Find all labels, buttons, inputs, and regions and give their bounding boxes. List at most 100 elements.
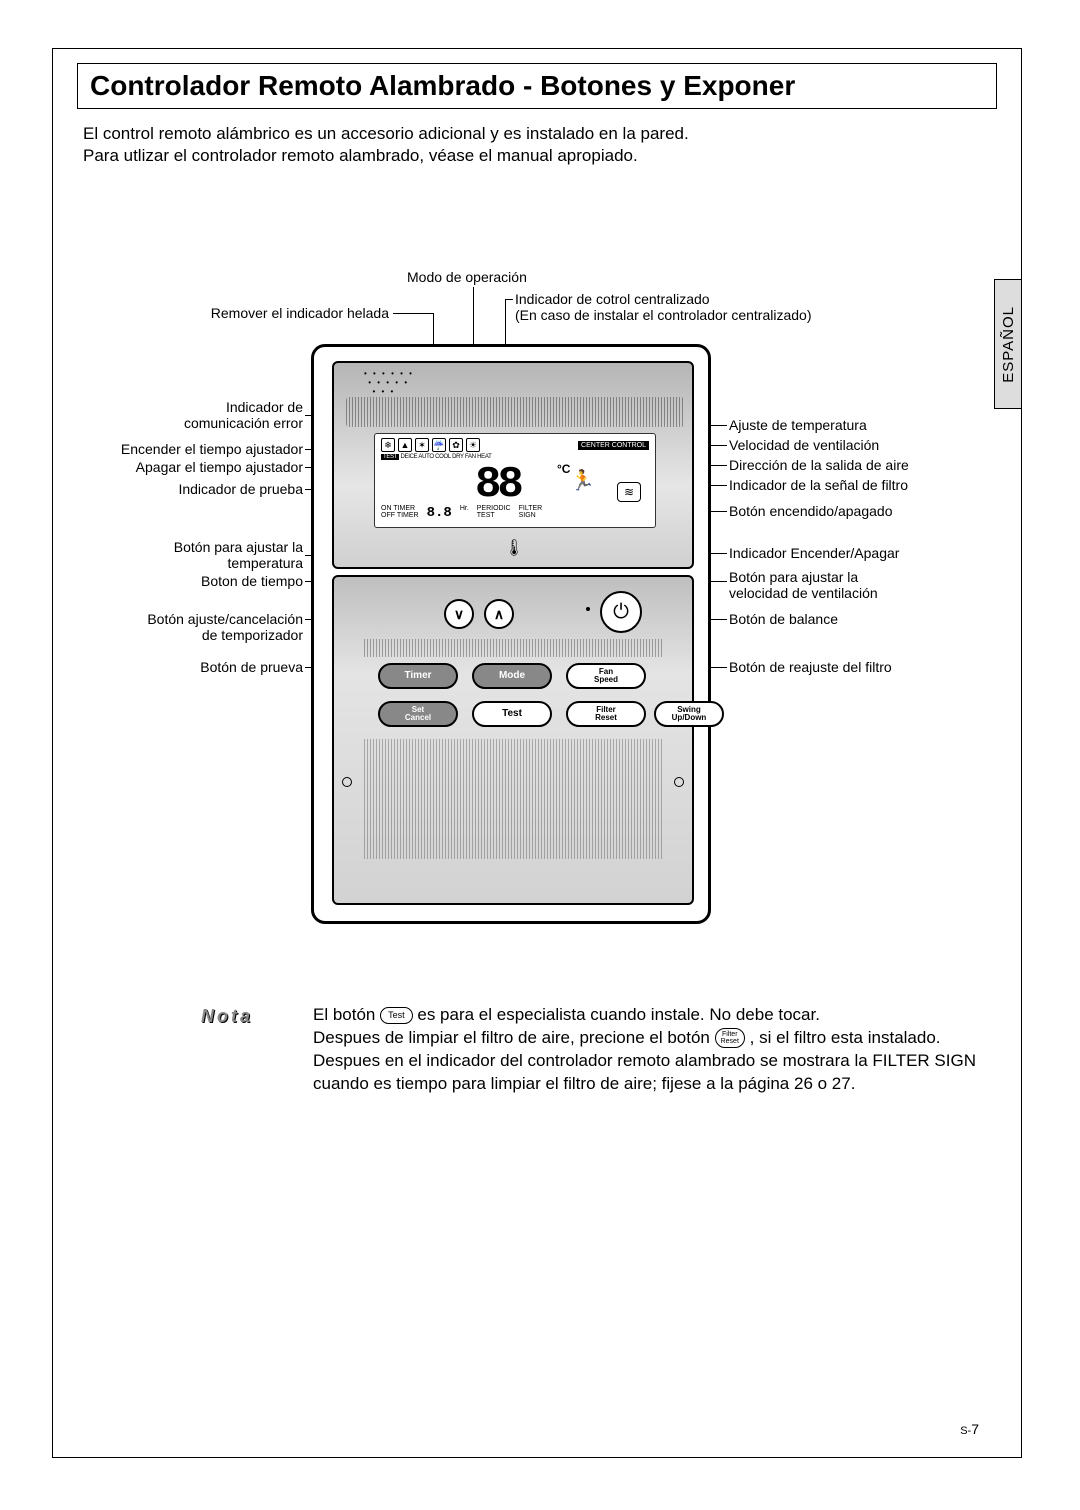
filter-reset-button[interactable]: Filter Reset — [566, 701, 646, 727]
button-row-2: Set Cancel Test Filter Reset Swing Up/Do… — [378, 701, 724, 727]
page-prefix: S- — [960, 1425, 971, 1437]
screen-bezel: • • • • • • • • • • • • • • ❄ ▲ ✶ ☔ ✿ ☀ … — [332, 361, 694, 569]
temp-up-button[interactable]: ∧ — [484, 599, 514, 629]
test-badge: TEST — [381, 454, 399, 460]
page-frame: Controlador Remoto Alambrado - Botones y… — [52, 48, 1022, 1458]
fan-l2: Speed — [594, 676, 618, 684]
diagram: Modo de operación Remover el indicador h… — [113, 269, 983, 989]
label-temp-adj-l2: temperatura — [113, 555, 303, 571]
label-set-cancel-l1: Botón ajuste/cancelación — [113, 611, 303, 627]
label-off-timer: Apagar el tiempo ajustador — [93, 459, 303, 475]
label-swing: Botón de balance — [729, 611, 838, 627]
language-tab: ESPAÑOL — [994, 279, 1022, 409]
label-comm-error: Indicador de comunicación error — [113, 399, 303, 431]
intro-line1: El control remoto alámbrico es un acceso… — [83, 123, 991, 145]
page-title: Controlador Remoto Alambrado - Botones y… — [90, 70, 984, 102]
label-filter-ind: Indicador de la señal de filtro — [729, 477, 908, 493]
test2-text: TEST — [477, 512, 511, 519]
fan-icon: ✿ — [449, 438, 463, 452]
filter-l2: Reset — [595, 714, 617, 722]
note-line-1: El botón Test es para el especialista cu… — [313, 1004, 993, 1027]
set-cancel-button[interactable]: Set Cancel — [378, 701, 458, 727]
control-area: ∨ ∧ ⏻ Timer Mode Fan Speed Set — [332, 575, 694, 905]
test-mini-pill: Test — [380, 1007, 413, 1024]
label-power-btn: Botón encendido/apagado — [729, 503, 892, 519]
intro-line2: Para utlizar el controlador remoto alamb… — [83, 145, 991, 167]
temp-down-button[interactable]: ∨ — [444, 599, 474, 629]
dry-icon: ☔ — [432, 438, 446, 452]
swing-l2: Up/Down — [672, 714, 707, 722]
label-remover-helada: Remover el indicador helada — [157, 305, 389, 321]
lcd-bottom-row: ON TIMER OFF TIMER 8.8 Hr. PERIODIC TEST… — [381, 505, 649, 521]
label-time-btn: Boton de tiempo — [113, 573, 303, 589]
label-test-btn: Botón de prueva — [113, 659, 303, 675]
label-set-cancel-l2: de temporizador — [113, 627, 303, 643]
person-icon: 🏃 — [570, 468, 595, 493]
timer-button[interactable]: Timer — [378, 663, 458, 689]
lcd-screen: ❄ ▲ ✶ ☔ ✿ ☀ CENTER CONTROL TEST DEICE AU… — [374, 433, 656, 528]
lcd-icon-row: ❄ ▲ ✶ ☔ ✿ ☀ CENTER CONTROL — [381, 438, 649, 452]
timer-val: 8.8 — [427, 505, 452, 521]
temp-updown: ∨ ∧ — [444, 599, 514, 629]
label-modo-operacion: Modo de operación — [407, 269, 527, 285]
airflow-icon: ≋ — [617, 482, 641, 502]
top-vent — [346, 397, 684, 427]
label-fan-speed: Velocidad de ventilación — [729, 437, 879, 453]
bottom-vent — [364, 739, 664, 859]
note-l2b: , si el filtro esta instalado. — [750, 1028, 941, 1047]
note-l1b: es para el especialista cuando instale. … — [417, 1005, 820, 1024]
title-box: Controlador Remoto Alambrado - Botones y… — [77, 63, 997, 109]
note-section: Nota El botón Test es para el especialis… — [203, 1004, 993, 1096]
filter-reset-mini-pill: Filter Reset — [715, 1028, 745, 1048]
power-button[interactable]: ⏻ — [600, 591, 642, 633]
label-temp: Ajuste de temperatura — [729, 417, 867, 433]
label-filter-reset: Botón de reajuste del filtro — [729, 659, 892, 675]
leader-line — [393, 313, 433, 314]
label-air-dir: Dirección de la salida de aire — [729, 457, 909, 473]
note-line-4: cuando es tiempo para limpiar el filtro … — [313, 1073, 993, 1096]
label-fan-adj-l1: Botón para ajustar la — [729, 569, 878, 585]
fan-speed-button[interactable]: Fan Speed — [566, 663, 646, 689]
swing-button[interactable]: Swing Up/Down — [654, 701, 724, 727]
label-power-ind: Indicador Encender/Apagar — [729, 545, 899, 561]
label-temp-adj: Botón para ajustar la temperatura — [113, 539, 303, 571]
label-fan-adj-l2: velocidad de ventilación — [729, 585, 878, 601]
page-num-val: 7 — [971, 1421, 979, 1437]
label-on-timer: Encender el tiempo ajustador — [93, 441, 303, 457]
label-central-1: Indicador de cotrol centralizado — [515, 291, 710, 307]
page-number: S-7 — [960, 1421, 979, 1437]
heat-icon: ☀ — [466, 438, 480, 452]
periodic-text: PERIODIC — [477, 505, 511, 512]
label-fan-adj: Botón para ajustar la velocidad de venti… — [729, 569, 878, 601]
remote-device: • • • • • • • • • • • • • • ❄ ▲ ✶ ☔ ✿ ☀ … — [311, 344, 711, 924]
power-led — [586, 607, 590, 611]
note-l1a: El botón — [313, 1005, 380, 1024]
label-comm-error-l1: Indicador de — [113, 399, 303, 415]
set-l2: Cancel — [405, 714, 431, 722]
auto-icon: ▲ — [398, 438, 412, 452]
mini-filter-l2: Reset — [721, 1038, 739, 1045]
note-line-2: Despues de limpiar el filtro de aire, pr… — [313, 1027, 993, 1050]
sign-text: SIGN — [519, 512, 543, 519]
label-comm-error-l2: comunicación error — [113, 415, 303, 431]
note-line-3: Despues en el indicador del controlador … — [313, 1050, 993, 1073]
filter-text: FILTER — [519, 505, 543, 512]
mini-filter-l1: Filter — [722, 1031, 738, 1038]
cool-icon: ✶ — [415, 438, 429, 452]
deg-c: °C — [557, 462, 570, 476]
screw-right — [674, 777, 684, 787]
defrost-icon: ❄ — [381, 438, 395, 452]
screw-left — [342, 777, 352, 787]
note-label: Nota — [201, 1004, 253, 1028]
label-central-2: (En caso de instalar el controlador cent… — [515, 307, 812, 323]
test-button[interactable]: Test — [472, 701, 552, 727]
temp-display: 88 — [475, 460, 520, 510]
language-tab-label: ESPAÑOL — [1000, 306, 1017, 383]
intro-text: El control remoto alámbrico es un acceso… — [83, 123, 991, 167]
mid-vent — [364, 639, 664, 657]
note-l2a: Despues de limpiar el filtro de aire, pr… — [313, 1028, 715, 1047]
thermometer-icon: 🌡 — [504, 538, 524, 558]
mode-button[interactable]: Mode — [472, 663, 552, 689]
label-temp-adj-l1: Botón para ajustar la — [113, 539, 303, 555]
on-timer-text: ON TIMER — [381, 505, 419, 512]
